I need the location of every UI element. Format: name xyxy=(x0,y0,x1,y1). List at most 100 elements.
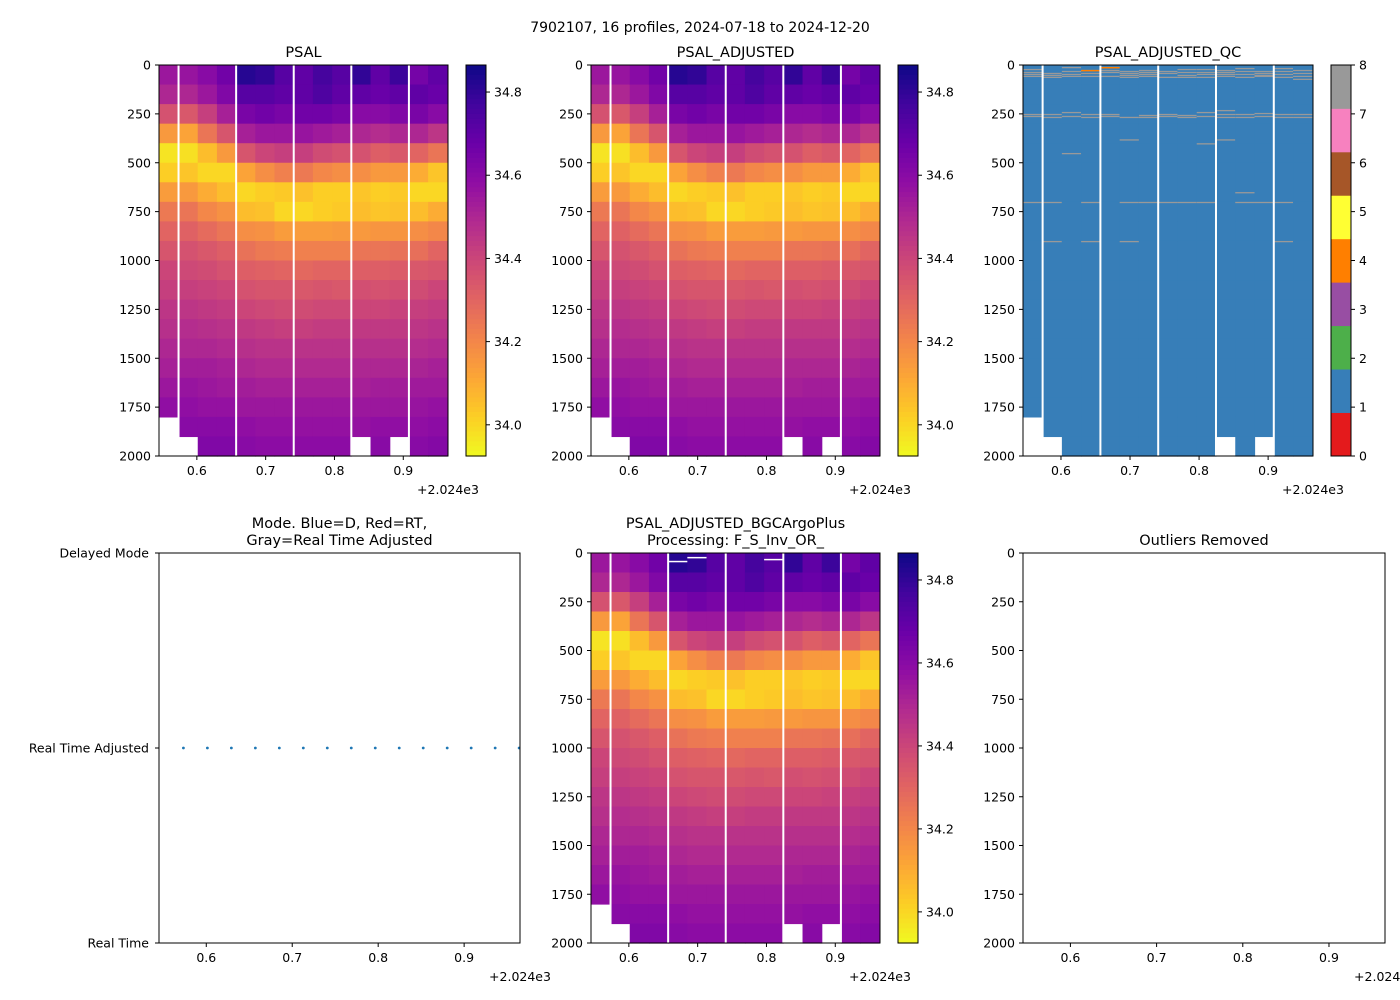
psal-cell xyxy=(216,416,237,438)
psal-adjusted-cell xyxy=(840,299,861,320)
psal-adjusted-qc-cell xyxy=(1254,358,1275,379)
psal-adjusted-qc-cell xyxy=(1293,338,1313,359)
psal-adjusted-cell xyxy=(706,104,727,125)
psal-adjusted-bgcargoplus-cell xyxy=(687,650,708,671)
psal-colorbar-segment xyxy=(466,377,486,384)
psal-adjusted-qc-cell xyxy=(1293,162,1313,183)
psal-colorbar-segment xyxy=(466,157,486,164)
psal-adjusted-bgcargoplus-colorbar-segment xyxy=(898,855,918,861)
psal-adjusted-qc-cell xyxy=(1254,201,1275,222)
psal-adjusted-qc-cell xyxy=(1042,240,1063,262)
psal-cell xyxy=(274,260,295,281)
psal-cell xyxy=(274,65,295,86)
psal-adjusted-qc-flag8-mark xyxy=(1293,75,1313,78)
psal-adjusted-bgcargoplus-cell xyxy=(860,611,880,632)
psal-adjusted-colorbar-segment xyxy=(898,69,918,76)
psal-adjusted-cell xyxy=(821,299,842,320)
psal-cell xyxy=(389,104,410,125)
psal-adjusted-qc-cell xyxy=(1158,319,1179,340)
psal-adjusted-bgcargoplus-y-tick-label: 1250 xyxy=(551,789,583,804)
psal-cell xyxy=(255,84,276,105)
psal-adjusted-qc-cell xyxy=(1061,397,1082,418)
psal-cell xyxy=(389,377,410,398)
psal-cell xyxy=(274,123,295,144)
psal-adjusted-bgcargoplus-x-tick-label: 0.9 xyxy=(825,950,845,965)
psal-adjusted-bgcargoplus-cell xyxy=(668,670,688,691)
psal-adjusted-bgcargoplus-cell xyxy=(591,689,612,710)
psal-adjusted-qc-cell xyxy=(1023,260,1044,281)
psal-adjusted-bgcargoplus-cell xyxy=(764,572,784,593)
psal-adjusted-cell xyxy=(687,416,708,438)
psal-cell xyxy=(428,201,448,222)
psal-adjusted-bgcargoplus-colorbar-segment xyxy=(898,577,918,583)
psal-adjusted-bgcargoplus-cell xyxy=(687,923,708,944)
psal-adjusted-qc-cell xyxy=(1061,221,1082,242)
psal-adjusted-qc-cell xyxy=(1158,182,1179,203)
psal-adjusted-cell xyxy=(610,240,631,262)
psal-adjusted-cell xyxy=(668,104,688,125)
psal-adjusted-qc-cell xyxy=(1023,123,1044,144)
psal-adjusted-bgcargoplus-cell xyxy=(860,787,880,808)
psal-adjusted-qc-cell xyxy=(1042,299,1063,320)
psal-adjusted-bgcargoplus-colorbar-segment xyxy=(898,821,918,827)
psal-adjusted-bgcargoplus-cell xyxy=(687,670,708,691)
psal-adjusted-bgcargoplus-colorbar-tick-label: 34.8 xyxy=(926,572,954,587)
psal-cell xyxy=(370,377,391,398)
psal-adjusted-colorbar-segment xyxy=(898,407,918,413)
psal-cell xyxy=(178,280,199,301)
psal-cell xyxy=(274,182,295,203)
psal-adjusted-bgcargoplus-cell xyxy=(840,611,861,632)
psal-adjusted-qc-cell xyxy=(1081,201,1102,222)
psal-adjusted-cell xyxy=(744,162,765,183)
psal-adjusted-qc-flag8-mark xyxy=(1235,116,1255,119)
psal-adjusted-title: PSAL_ADJUSTED xyxy=(677,45,795,61)
psal-adjusted-cell xyxy=(744,280,765,301)
psal-adjusted-bgcargoplus-cell xyxy=(610,865,631,886)
psal-adjusted-qc-cell xyxy=(1196,397,1217,418)
psal-adjusted-qc-cell xyxy=(1293,260,1313,281)
psal-adjusted-qc-flag8-mark xyxy=(1215,109,1236,112)
psal-adjusted-x-offset-label: +2.024e3 xyxy=(849,482,911,497)
psal-adjusted-gap-line xyxy=(782,65,785,456)
psal-colorbar-tick-label: 34.4 xyxy=(494,251,522,266)
psal-adjusted-bgcargoplus-colorbar-segment xyxy=(898,743,918,749)
psal-adjusted-cell xyxy=(821,358,842,379)
psal-adjusted-bgcargoplus-cell xyxy=(764,787,784,808)
psal-adjusted-cell xyxy=(706,84,727,105)
psal-adjusted-bgcargoplus-cell xyxy=(821,592,842,613)
psal-adjusted-bgcargoplus-cell xyxy=(821,670,842,691)
psal-adjusted-cell xyxy=(668,162,688,183)
psal-cell xyxy=(197,123,218,144)
psal-adjusted-bgcargoplus-colorbar-segment xyxy=(898,621,918,627)
psal-adjusted-bgcargoplus-cell xyxy=(725,611,746,632)
psal-adjusted-cell xyxy=(821,123,842,144)
psal-adjusted-qc-cell xyxy=(1138,104,1159,125)
psal-adjusted-colorbar-segment xyxy=(898,104,918,110)
psal-adjusted-cell xyxy=(629,319,650,340)
psal-adjusted-bgcargoplus-cell xyxy=(783,611,804,632)
psal-adjusted-bgcargoplus-cell xyxy=(860,689,880,710)
psal-adjusted-cell xyxy=(725,221,746,242)
psal-colorbar-segment xyxy=(466,167,486,174)
psal-adjusted-bgcargoplus-cell xyxy=(802,631,823,652)
psal-cell xyxy=(216,162,237,183)
psal-adjusted-colorbar-segment xyxy=(898,201,918,208)
psal-adjusted-qc-cell xyxy=(1023,143,1044,164)
psal-adjusted-bgcargoplus-cell xyxy=(744,650,765,671)
psal-adjusted-bgcargoplus-cell xyxy=(840,631,861,652)
psal-adjusted-qc-cell xyxy=(1273,280,1294,301)
psal-adjusted-bgcargoplus-cell xyxy=(706,572,727,593)
psal-adjusted-qc-flag4-mark xyxy=(1081,69,1101,72)
psal-adjusted-qc-flag8-mark xyxy=(1023,75,1043,78)
mode-point xyxy=(277,746,281,750)
psal-adjusted-bgcargoplus-cell xyxy=(648,709,669,730)
psal-adjusted-colorbar-segment xyxy=(898,99,918,105)
psal-adjusted-qc-cell xyxy=(1254,84,1275,105)
psal-adjusted-bgcargoplus-cell xyxy=(687,631,708,652)
psal-cell xyxy=(178,358,199,379)
psal-colorbar-segment xyxy=(466,206,486,213)
psal-adjusted-qc-cell xyxy=(1100,397,1121,418)
psal-cell xyxy=(293,240,314,262)
psal-adjusted-cell xyxy=(744,143,765,164)
